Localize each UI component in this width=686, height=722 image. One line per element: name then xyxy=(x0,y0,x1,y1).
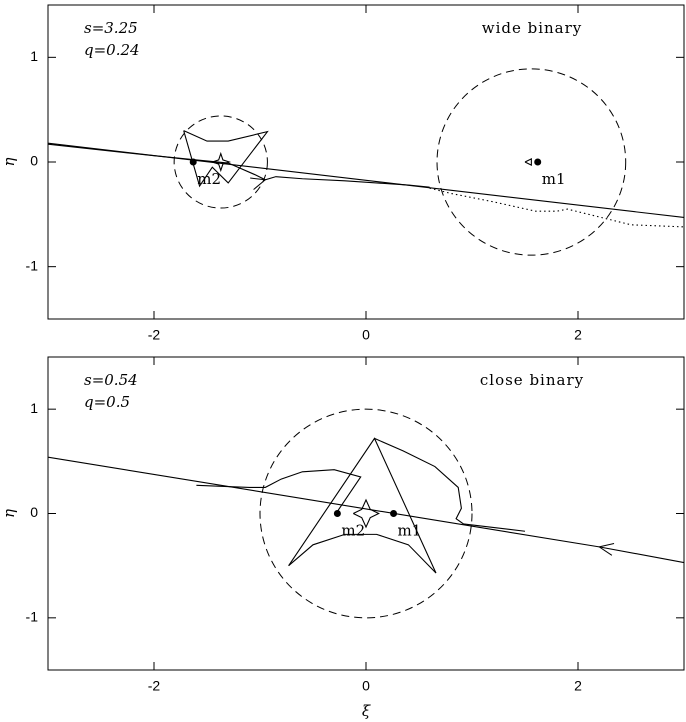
x-axis-label: ξ xyxy=(362,702,371,720)
mass-label: m2 xyxy=(197,170,221,188)
panel-title: close binary xyxy=(480,371,584,389)
direction-arrow xyxy=(597,543,615,556)
curve xyxy=(374,437,526,532)
parameter-label: q=0.24 xyxy=(84,41,140,59)
panel: -2 0 2 -1 0 1 η ξ close binary s=0.54 q=0.5 m1 m2 xyxy=(0,356,685,720)
curve xyxy=(429,187,684,228)
x-tick-label: 2 xyxy=(574,327,582,343)
lens-mass xyxy=(534,158,542,166)
lens-mass xyxy=(189,158,197,166)
x-tick-label: 2 xyxy=(574,678,582,694)
x-tick-label: 0 xyxy=(362,327,370,343)
einstein-ring xyxy=(436,68,627,256)
parameter-label: s=0.54 xyxy=(84,371,138,389)
x-tick-label: -2 xyxy=(148,678,161,694)
direction-arrow xyxy=(250,177,267,190)
curve xyxy=(48,456,684,564)
parameter-label: q=0.5 xyxy=(84,393,130,411)
y-tick-label: 1 xyxy=(30,400,38,416)
mass-label: m2 xyxy=(341,522,365,540)
einstein-ring xyxy=(173,115,268,209)
parameter-label: s=3.25 xyxy=(84,19,138,37)
mass-label: m1 xyxy=(398,522,422,540)
plot-area xyxy=(48,68,684,256)
einstein-ring xyxy=(259,408,473,619)
panel: -2 0 2 -1 0 1 η wide binary s=3.25 q=0.24 m1 m2 xyxy=(0,4,685,343)
y-tick-label: 0 xyxy=(30,504,38,520)
plot-frame xyxy=(47,4,685,320)
curve xyxy=(353,498,380,529)
plot-area xyxy=(48,408,684,619)
y-tick-label: 0 xyxy=(30,153,38,169)
y-tick-label: -1 xyxy=(26,257,39,273)
panel-title: wide binary xyxy=(482,19,583,37)
lens-mass xyxy=(333,510,341,517)
curve xyxy=(183,130,269,188)
curve xyxy=(212,151,232,173)
curve xyxy=(288,533,437,574)
curve xyxy=(288,437,437,574)
lens-mass xyxy=(390,510,398,517)
curve xyxy=(196,469,362,512)
plot-frame xyxy=(47,356,685,671)
y-axis-label: η xyxy=(0,509,18,518)
x-tick-label: -2 xyxy=(148,327,161,343)
y-axis-label: η xyxy=(0,158,18,167)
y-tick-label: 1 xyxy=(30,48,38,64)
x-tick-label: 0 xyxy=(362,678,370,694)
y-tick-label: -1 xyxy=(26,609,39,625)
curve xyxy=(524,157,532,167)
mass-label: m1 xyxy=(542,170,566,188)
